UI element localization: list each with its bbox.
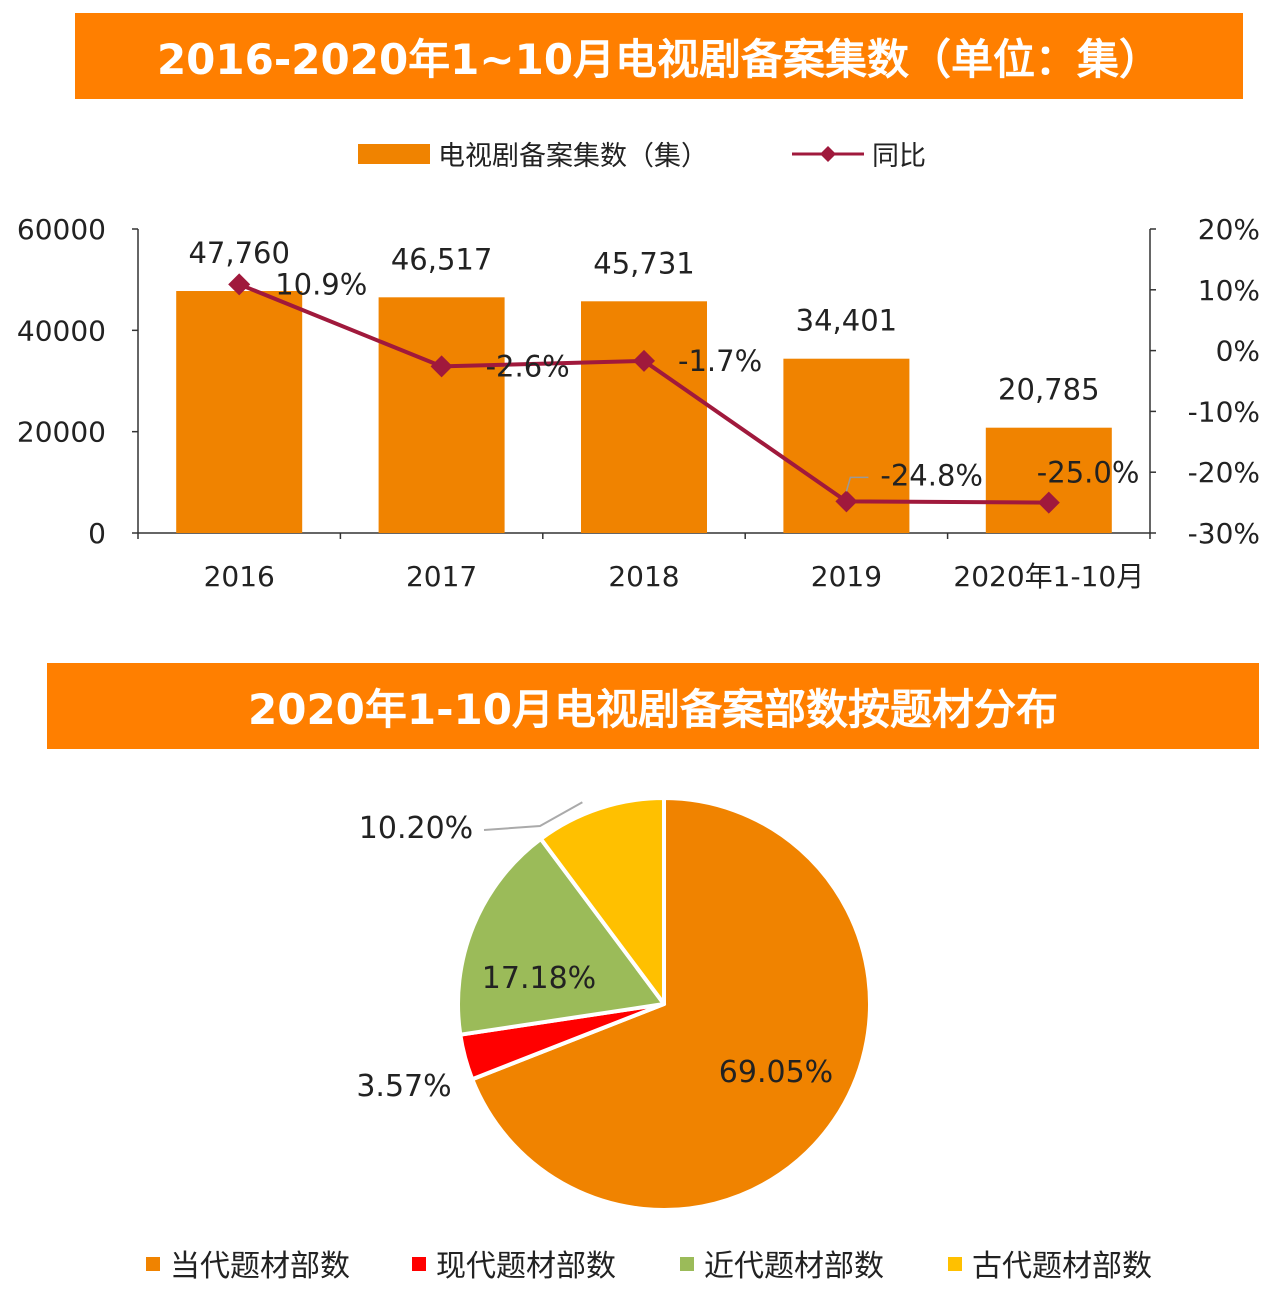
pie-legend-label-2: 现代题材部数 bbox=[436, 1249, 616, 1284]
pie-slice-1 bbox=[470, 796, 872, 1212]
right-tick-label: 20% bbox=[1198, 213, 1260, 246]
pie-legend-label-1: 当代题材部数 bbox=[170, 1249, 350, 1284]
pie-chart: 69.05% 3.57% 17.18% 10.20% bbox=[356, 796, 872, 1212]
line-point-2017 bbox=[430, 355, 453, 378]
pie-legend-swatch-2 bbox=[412, 1257, 426, 1271]
x-tick-label-2020-1-10: 2020年1-10月 bbox=[953, 560, 1144, 593]
left-tick-label: 20000 bbox=[17, 416, 106, 449]
pie-slice-label-2: 3.57% bbox=[356, 1069, 451, 1104]
pie-slice-label-1: 69.05% bbox=[719, 1055, 833, 1090]
line-value-label-2016: 10.9% bbox=[275, 267, 367, 301]
line-point-2018 bbox=[633, 349, 655, 372]
line-point-2019 bbox=[835, 490, 858, 513]
legend-swatch-bar bbox=[358, 144, 430, 164]
bar-value-label-2017: 46,517 bbox=[391, 242, 492, 276]
right-tick-label: -10% bbox=[1188, 395, 1260, 428]
bar-chart-legend: 电视剧备案集数（集） 同比 bbox=[358, 141, 926, 172]
x-tick-label-2018: 2018 bbox=[608, 560, 679, 593]
right-tick-label: 0% bbox=[1216, 335, 1260, 368]
bar-chart-axes: 0 20000 40000 60000 -30% -20% -10% 0% 10% 20% 2016… bbox=[17, 213, 1260, 593]
left-tick-label: 40000 bbox=[17, 314, 106, 347]
left-tick-label: 0 bbox=[88, 517, 106, 550]
pie-legend-label-4: 古代题材部数 bbox=[972, 1249, 1152, 1284]
right-tick-label: 10% bbox=[1198, 274, 1260, 307]
line-value-label-2018: -1.7% bbox=[678, 344, 762, 378]
right-tick-label: -20% bbox=[1188, 456, 1260, 489]
line-value-label-2020-1-10: -25.0% bbox=[1037, 456, 1140, 490]
bar-2016 bbox=[176, 291, 303, 533]
line-label-leader bbox=[845, 476, 869, 492]
bar-value-label-2020-1-10: 20,785 bbox=[998, 373, 1099, 407]
bar-2020-1-10 bbox=[985, 427, 1112, 533]
bar-value-label-2019: 34,401 bbox=[796, 304, 897, 338]
left-tick-label: 60000 bbox=[17, 213, 106, 246]
pie-legend-swatch-4 bbox=[948, 1257, 962, 1271]
pie-label-leader bbox=[483, 801, 583, 831]
line-point-2020-1-10 bbox=[1037, 491, 1060, 514]
bar-value-label-2016: 47,760 bbox=[188, 236, 289, 270]
pie-chart-title: 2020年1-10月电视剧备案部数按题材分布 bbox=[47, 663, 1259, 749]
x-tick-label-2019: 2019 bbox=[811, 560, 882, 593]
line-value-label-2019: -24.8% bbox=[880, 458, 983, 492]
pie-chart-legend: 当代题材部数 现代题材部数 近代题材部数 古代题材部数 bbox=[146, 1249, 1152, 1284]
bar-value-label-2018: 45,731 bbox=[593, 246, 694, 280]
legend-label-line: 同比 bbox=[872, 141, 926, 172]
pie-slice-3 bbox=[456, 836, 666, 1037]
bar-chart-title: 2016-2020年1~10月电视剧备案集数（单位：集） bbox=[75, 13, 1243, 99]
line-point-2016 bbox=[228, 273, 251, 296]
bar-2017 bbox=[378, 297, 505, 533]
legend-label-bar: 电视剧备案集数（集） bbox=[438, 141, 708, 172]
legend-marker-line bbox=[820, 146, 836, 162]
bar-2018 bbox=[581, 301, 707, 533]
right-tick-label: -30% bbox=[1188, 517, 1260, 550]
pie-legend-swatch-3 bbox=[680, 1257, 694, 1271]
pie-slice-label-3: 17.18% bbox=[482, 961, 596, 996]
x-tick-label-2016: 2016 bbox=[204, 560, 275, 593]
pie-slice-label-4: 10.20% bbox=[359, 811, 473, 846]
pie-legend-swatch-1 bbox=[146, 1257, 160, 1271]
line-value-label-2017: -2.6% bbox=[486, 349, 570, 383]
pie-slice-4 bbox=[538, 796, 666, 1006]
x-tick-label-2017: 2017 bbox=[406, 560, 477, 593]
pie-legend-label-3: 近代题材部数 bbox=[704, 1249, 884, 1284]
line-series: 10.9% -2.6% -1.7% -24.8% -25.0% bbox=[228, 267, 1140, 514]
